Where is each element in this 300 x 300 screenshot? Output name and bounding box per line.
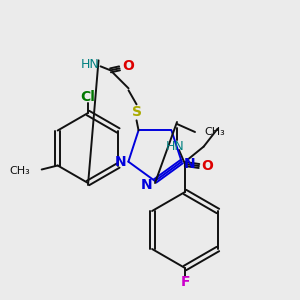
Text: O: O	[201, 159, 213, 173]
Text: N: N	[141, 178, 153, 192]
Text: CH₃: CH₃	[204, 127, 225, 137]
Text: HN: HN	[81, 58, 100, 71]
Text: Cl: Cl	[81, 90, 95, 104]
Text: N: N	[184, 157, 195, 171]
Text: O: O	[123, 59, 134, 73]
Text: S: S	[131, 105, 142, 119]
Text: CH₃: CH₃	[9, 167, 30, 176]
Text: HN: HN	[166, 140, 184, 152]
Text: F: F	[180, 275, 190, 289]
Text: N: N	[115, 155, 126, 169]
